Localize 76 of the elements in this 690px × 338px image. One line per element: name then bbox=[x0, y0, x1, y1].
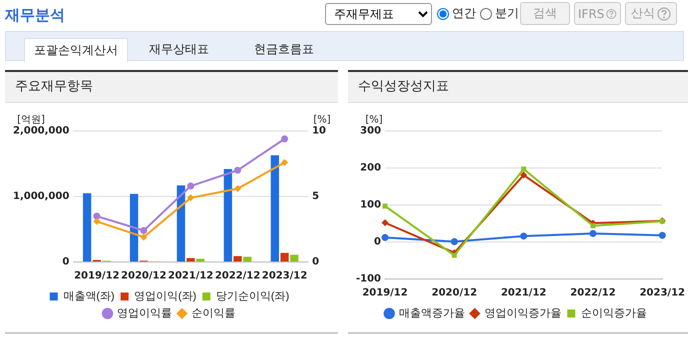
point bbox=[521, 166, 526, 172]
point bbox=[281, 135, 288, 142]
point bbox=[658, 232, 666, 239]
point bbox=[140, 227, 148, 234]
point bbox=[450, 238, 458, 246]
point bbox=[187, 194, 194, 202]
bar bbox=[280, 252, 289, 262]
y-tick-label: 0 bbox=[62, 256, 70, 268]
x-tick-label: 2020/12 bbox=[121, 270, 166, 282]
legend-label: 순이익증가율 bbox=[580, 308, 647, 320]
y2-axis-title: [%] bbox=[313, 114, 331, 126]
point bbox=[93, 212, 100, 220]
text: 산식 bbox=[631, 5, 655, 22]
text: 현금흐름표 bbox=[253, 41, 315, 58]
legend-label: 매출액증가율 bbox=[398, 308, 465, 320]
y2-tick-label: 0 bbox=[312, 256, 320, 268]
point bbox=[234, 166, 242, 174]
text: 재무분석 bbox=[5, 6, 65, 25]
legend-label: 영업이익(좌) bbox=[134, 290, 196, 303]
point bbox=[382, 219, 389, 226]
point bbox=[93, 218, 100, 225]
y-axis-title: [%] bbox=[365, 114, 383, 126]
x-tick-label: 2021/12 bbox=[168, 270, 214, 282]
legend-label: 영업이익증가율 bbox=[484, 308, 562, 320]
x-tick-label: 2023/12 bbox=[640, 288, 686, 299]
y2-tick-label: 5 bbox=[312, 191, 320, 202]
point bbox=[590, 223, 596, 228]
point bbox=[452, 252, 457, 258]
x-tick-label: 2020/12 bbox=[432, 288, 478, 299]
y-tick-label: 1,000,000 bbox=[12, 191, 70, 202]
bar bbox=[186, 258, 195, 262]
text: 재무상태표 bbox=[148, 41, 210, 58]
text: IFRS bbox=[578, 6, 604, 20]
y2-tick-label: 10 bbox=[312, 126, 326, 137]
y-tick-label: 200 bbox=[360, 162, 382, 174]
point bbox=[382, 234, 389, 242]
point bbox=[520, 232, 528, 240]
bar bbox=[234, 256, 242, 262]
x-tick-label: 2023/12 bbox=[262, 270, 308, 282]
chart-title: 수익성장성지표 bbox=[348, 72, 688, 103]
point bbox=[382, 204, 388, 209]
y-tick-label: 300 bbox=[360, 126, 382, 137]
bar bbox=[176, 185, 186, 262]
x-tick-label: 2019/12 bbox=[362, 288, 408, 299]
text: 분기 bbox=[495, 5, 519, 22]
x-tick-label: 2021/12 bbox=[500, 288, 546, 299]
bar bbox=[290, 254, 298, 262]
text: 검색 bbox=[533, 5, 557, 22]
legend-label: 영업이익률 bbox=[117, 308, 172, 320]
x-tick-label: 2022/12 bbox=[570, 288, 616, 299]
y-axis-title: [억원] bbox=[17, 114, 45, 126]
y-tick-label: 100 bbox=[360, 200, 382, 211]
legend-label: 당기순이익(좌) bbox=[216, 290, 290, 303]
text: 포괄손익계산서 bbox=[24, 38, 128, 62]
chart-title: 주요재무항목 bbox=[5, 72, 338, 103]
point bbox=[281, 158, 288, 166]
text: 연간 bbox=[452, 5, 476, 22]
legend-label: 매출액(좌) bbox=[63, 290, 115, 303]
y-tick-label: 2,000,000 bbox=[12, 126, 70, 137]
bar bbox=[196, 258, 205, 262]
bar bbox=[243, 256, 252, 262]
x-tick-label: 2019/12 bbox=[74, 270, 120, 282]
y-tick-label: -100 bbox=[356, 274, 382, 285]
legend-label: 순이익률 bbox=[192, 308, 236, 320]
bar bbox=[224, 168, 232, 262]
text: 주재무제표 bbox=[325, 3, 432, 25]
bar bbox=[130, 194, 138, 262]
point bbox=[589, 230, 596, 237]
bar bbox=[270, 155, 280, 262]
point bbox=[520, 172, 528, 179]
point bbox=[140, 234, 148, 241]
y-tick-label: 0 bbox=[374, 236, 382, 248]
x-tick-label: 2022/12 bbox=[214, 270, 260, 282]
bar bbox=[82, 193, 92, 262]
point bbox=[187, 182, 194, 190]
point bbox=[234, 185, 242, 192]
